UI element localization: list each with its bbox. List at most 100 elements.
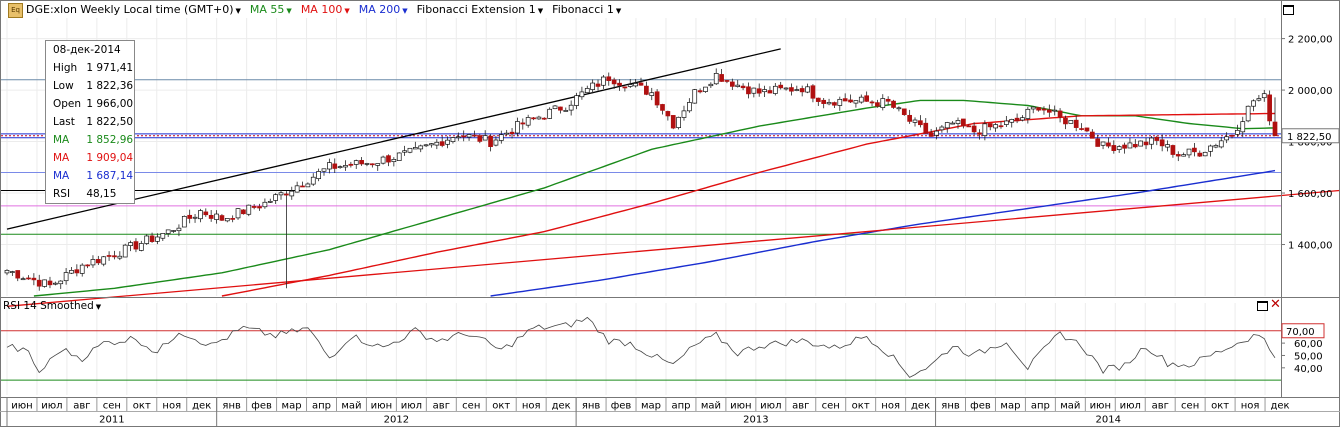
candle-body bbox=[649, 92, 655, 96]
candle-body bbox=[224, 218, 230, 222]
candle-body bbox=[584, 88, 590, 94]
candle-body bbox=[703, 86, 708, 92]
candle-body bbox=[230, 218, 236, 220]
candle-body bbox=[370, 163, 375, 166]
candle-body bbox=[789, 87, 794, 92]
candle-body bbox=[343, 165, 348, 168]
month-label: июн bbox=[371, 401, 392, 412]
candle-body bbox=[606, 76, 612, 81]
candle-body bbox=[1116, 146, 1122, 150]
candle-body bbox=[1256, 98, 1262, 101]
candle-body bbox=[617, 82, 622, 86]
month-label: мар bbox=[282, 401, 302, 412]
candle-body bbox=[1106, 142, 1111, 147]
candle-body bbox=[987, 123, 993, 128]
candle-body bbox=[1272, 121, 1278, 137]
candlesticks bbox=[4, 68, 1278, 291]
candle-body bbox=[10, 271, 15, 273]
candle-body bbox=[138, 243, 144, 251]
candle-body bbox=[665, 111, 671, 117]
price-tick-label: 1 400,00 bbox=[1288, 241, 1333, 252]
candle-body bbox=[85, 264, 90, 267]
candle-body bbox=[386, 155, 391, 163]
rsi-close-icon[interactable]: ✕ bbox=[1270, 297, 1281, 312]
candle-body bbox=[767, 90, 773, 94]
trendline bbox=[6, 48, 781, 230]
month-label: сен bbox=[103, 401, 121, 412]
study-fib-extension[interactable]: Fibonacci Extension 1 ▼ bbox=[416, 2, 544, 16]
trendlines bbox=[6, 48, 1340, 307]
candle-body bbox=[815, 97, 821, 102]
instrument-icon[interactable]: Eq bbox=[8, 3, 23, 18]
price-tick-label: 1 600,00 bbox=[1288, 189, 1333, 200]
candle-body bbox=[611, 79, 617, 85]
candle-body bbox=[305, 183, 311, 188]
candle-body bbox=[1079, 128, 1084, 130]
candle-body bbox=[676, 116, 681, 129]
rsi-panel-title[interactable]: RSI 14 Smoothed ▼ bbox=[3, 300, 102, 312]
candle-body bbox=[1213, 145, 1219, 148]
candle-body bbox=[1063, 117, 1068, 125]
study-ma200[interactable]: MA 200 ▼ bbox=[358, 2, 408, 16]
candle-body bbox=[176, 227, 182, 232]
candle-body bbox=[1245, 105, 1251, 122]
candle-body bbox=[944, 122, 950, 129]
candle-body bbox=[670, 115, 676, 129]
candle-body bbox=[928, 132, 934, 137]
month-label: фев bbox=[251, 401, 272, 412]
candle-body bbox=[1149, 137, 1154, 145]
candle-body bbox=[778, 84, 784, 89]
candle-body bbox=[95, 259, 101, 264]
candle-body bbox=[1020, 117, 1025, 121]
candle-body bbox=[687, 102, 692, 112]
month-label: июн bbox=[730, 401, 751, 412]
study-fibonacci[interactable]: Fibonacci 1 ▼ bbox=[552, 2, 622, 16]
candle-body bbox=[622, 86, 628, 89]
month-label: июн bbox=[11, 401, 32, 412]
rsi-maximize-icon[interactable] bbox=[1257, 301, 1268, 311]
candle-body bbox=[90, 259, 96, 266]
candle-body bbox=[1046, 109, 1052, 113]
candle-body bbox=[246, 204, 252, 215]
candle-body bbox=[805, 86, 810, 93]
candle-body bbox=[1132, 144, 1138, 148]
candle-body bbox=[998, 125, 1004, 128]
candle-body bbox=[574, 95, 579, 106]
month-label: фев bbox=[970, 401, 991, 412]
candle-body bbox=[241, 209, 246, 215]
candle-body bbox=[181, 216, 187, 228]
candle-body bbox=[316, 171, 321, 180]
month-label: янв bbox=[582, 401, 601, 412]
candle-body bbox=[955, 120, 961, 124]
candle-body bbox=[498, 134, 504, 141]
data-info-box: 08-дек-2014 High 1 971,41 Low 1 822,36 O… bbox=[45, 40, 135, 204]
candle-body bbox=[42, 279, 47, 287]
candle-body bbox=[541, 117, 547, 120]
candle-body bbox=[826, 102, 832, 105]
candle-body bbox=[1025, 108, 1031, 119]
candle-body bbox=[907, 114, 912, 122]
candle-body bbox=[918, 120, 923, 126]
candle-body bbox=[977, 132, 982, 135]
candle-body bbox=[1224, 136, 1229, 141]
candle-body bbox=[380, 156, 386, 164]
candle-body bbox=[1089, 131, 1095, 139]
candle-body bbox=[1197, 152, 1203, 157]
study-ma100[interactable]: MA 100 ▼ bbox=[300, 2, 350, 16]
candle-body bbox=[332, 163, 338, 169]
month-label: июл bbox=[401, 401, 422, 412]
candle-body bbox=[864, 95, 870, 102]
candle-body bbox=[660, 104, 665, 111]
candle-body bbox=[165, 229, 171, 234]
maximize-icon[interactable] bbox=[1283, 5, 1294, 15]
candle-body bbox=[1208, 145, 1213, 152]
info-ma100: MA 1 909,04 bbox=[53, 152, 134, 164]
candle-body bbox=[133, 241, 139, 250]
horizontal-levels bbox=[1, 79, 1281, 235]
rsi-tick-label: 60,00 bbox=[1294, 339, 1323, 350]
candle-body bbox=[848, 99, 853, 103]
candle-body bbox=[1111, 145, 1117, 151]
study-ma55[interactable]: MA 55 ▼ bbox=[249, 2, 292, 16]
chart-title[interactable]: DGE:xlon Weekly Local time (GMT+0) ▼ bbox=[26, 2, 241, 16]
candle-body bbox=[396, 152, 402, 161]
